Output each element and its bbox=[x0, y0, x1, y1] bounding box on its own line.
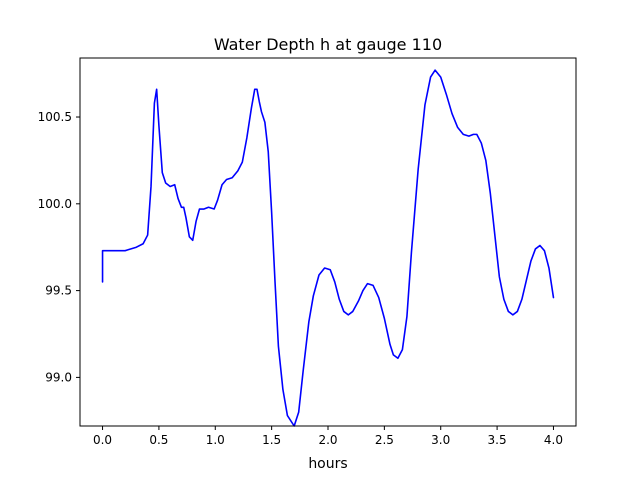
x-tick-label: 3.5 bbox=[488, 433, 507, 447]
x-axis-label: hours bbox=[308, 456, 347, 472]
x-tick-label: 1.0 bbox=[206, 433, 225, 447]
y-tick-label: 99.5 bbox=[45, 284, 72, 298]
x-tick-label: 0.0 bbox=[93, 433, 112, 447]
x-tick-label: 2.0 bbox=[318, 433, 337, 447]
y-tick-label: 100.5 bbox=[38, 110, 72, 124]
x-axis: 0.0 0.5 1.0 1.5 2.0 2.5 3.0 3.5 4.0 bbox=[93, 426, 563, 447]
x-tick-label: 4.0 bbox=[544, 433, 563, 447]
series-line bbox=[101, 69, 555, 427]
y-tick-label: 99.0 bbox=[45, 370, 72, 384]
plot-area bbox=[101, 69, 555, 427]
y-axis: 99.0 99.5 100.0 100.5 bbox=[38, 110, 80, 384]
y-tick-label: 100.0 bbox=[38, 197, 72, 211]
x-tick-label: 1.5 bbox=[262, 433, 281, 447]
x-tick-label: 2.5 bbox=[375, 433, 394, 447]
x-tick-label: 3.0 bbox=[431, 433, 450, 447]
x-tick-label: 0.5 bbox=[149, 433, 168, 447]
chart-title: Water Depth h at gauge 110 bbox=[214, 35, 442, 54]
